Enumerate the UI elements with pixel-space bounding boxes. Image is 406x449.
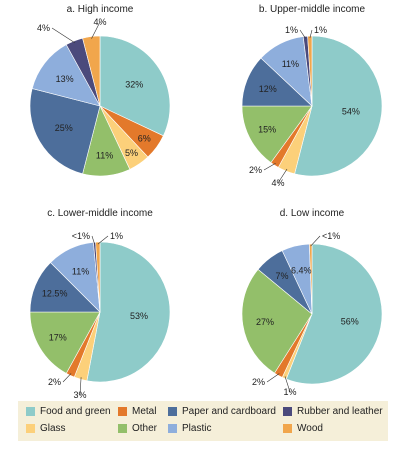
legend-swatch: [168, 424, 177, 433]
data-label: 1%: [110, 231, 123, 241]
legend-label: Paper and cardboard: [182, 406, 276, 417]
legend-label: Wood: [297, 423, 323, 434]
data-label: 25%: [55, 123, 73, 133]
data-label: 6%: [138, 134, 151, 144]
pie-slice: [241, 105, 313, 164]
data-label: 56%: [341, 317, 359, 327]
data-label: 53%: [130, 311, 148, 321]
data-label: 15%: [258, 124, 276, 134]
chart-title: d. Low income: [280, 208, 345, 219]
pie-slice: [307, 35, 313, 107]
leader-line: [277, 168, 288, 184]
legend-swatch: [26, 424, 35, 433]
data-label: 13%: [56, 74, 74, 84]
legend-label: Metal: [132, 406, 157, 417]
leader-line: [91, 235, 95, 245]
legend-label: Other: [132, 423, 158, 434]
pie-slice: [86, 241, 171, 383]
legend-item: Paper and cardboard: [168, 406, 276, 417]
data-label: 1%: [283, 387, 296, 397]
pie-slice: [29, 88, 101, 175]
data-label: 4%: [93, 17, 106, 27]
data-label: 2%: [48, 377, 61, 387]
data-label: 11%: [96, 150, 113, 160]
pie-slice: [31, 44, 101, 107]
leader-line: [266, 373, 280, 383]
leader-line: [62, 373, 72, 383]
leader-line: [79, 377, 82, 396]
data-label: <1%: [72, 231, 90, 241]
pie-slice: [99, 35, 171, 137]
legend-item: Wood: [283, 423, 323, 434]
legend-swatch: [168, 407, 177, 416]
leader-line: [263, 163, 276, 171]
leader-line: [310, 235, 321, 247]
data-label: 54%: [342, 106, 360, 116]
data-label: 12%: [259, 84, 277, 94]
legend-swatch: [118, 424, 127, 433]
leader-line: [51, 27, 76, 44]
data-label: 3%: [73, 390, 86, 400]
pie-panel: d. Low income 56% 1% 2% 27% 7%6.4% <1%: [241, 208, 383, 397]
legend-swatch: [26, 407, 35, 416]
pie-slice: [309, 243, 313, 315]
legend-label: Food and green: [40, 406, 111, 417]
leader-line: [299, 29, 306, 39]
leader-line: [97, 235, 109, 245]
data-label: <1%: [322, 231, 340, 241]
data-label: 11%: [72, 266, 89, 276]
leader-line: [284, 376, 291, 393]
pie-slice: [285, 243, 383, 385]
data-label: 2%: [249, 165, 262, 175]
data-label: 32%: [125, 80, 143, 90]
leader-line: [91, 21, 101, 39]
legend-label: Plastic: [182, 423, 212, 434]
legend-item: Glass: [26, 423, 66, 434]
data-label: 11%: [282, 59, 299, 69]
legend-item: Metal: [118, 406, 156, 417]
data-label: 4%: [271, 178, 284, 188]
legend-label: Glass: [40, 423, 66, 434]
data-label: 4%: [37, 23, 50, 33]
legend-item: Plastic: [168, 423, 211, 434]
data-label: 2%: [252, 377, 265, 387]
pie-slice: [82, 35, 101, 107]
legend-swatch: [118, 407, 127, 416]
pie-slice: [29, 311, 101, 374]
data-label: 5%: [125, 148, 138, 158]
pie-panel: c. Lower-middle income 53% 3% 2% 17% 12.5% 11%…: [29, 208, 171, 400]
pie-slice: [95, 241, 101, 313]
chart-title: c. Lower-middle income: [47, 208, 153, 219]
data-label: 6.4%: [291, 265, 312, 275]
chart-title: b. Upper-middle income: [259, 4, 366, 15]
legend-label: Rubber and leather: [297, 406, 383, 417]
pie-panel: a. High income 32% 6%5% 11% 25% 13% 4% 4%: [29, 4, 171, 177]
legend-item: Food and green: [26, 406, 111, 417]
legend: Food and green Metal Paper and cardboard Ru…: [18, 401, 388, 441]
pie-panel: b. Upper-middle income 54% 4% 2% 15% 12% 11% 1%…: [241, 4, 383, 188]
data-label: 1%: [314, 25, 327, 35]
data-label: 12.5%: [42, 289, 68, 299]
data-label: 27%: [256, 317, 274, 327]
data-label: 1%: [285, 25, 298, 35]
pie-slice: [294, 35, 383, 177]
leader-line: [309, 29, 313, 39]
data-label: 17%: [49, 332, 67, 342]
chart-title: a. High income: [67, 4, 134, 15]
legend-swatch: [283, 407, 292, 416]
data-label: 7%: [275, 271, 288, 281]
pie-slice: [241, 268, 313, 374]
legend-item: Other: [118, 423, 157, 434]
legend-item: Rubber and leather: [283, 406, 383, 417]
legend-swatch: [283, 424, 292, 433]
